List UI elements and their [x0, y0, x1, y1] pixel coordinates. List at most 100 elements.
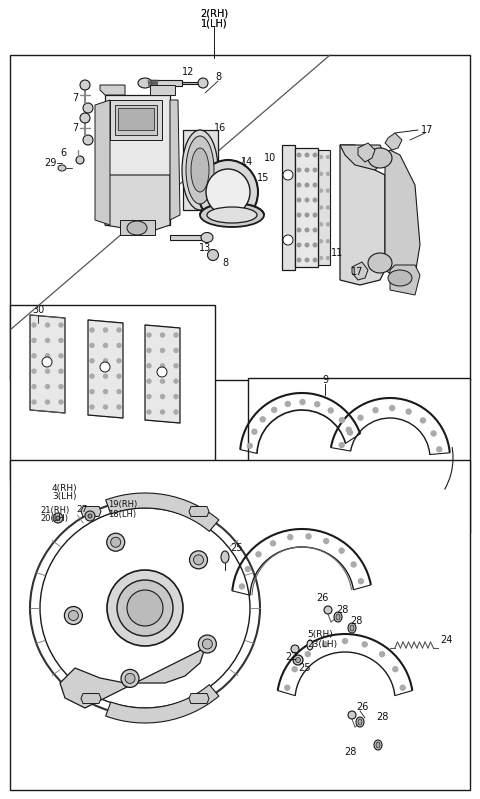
- Ellipse shape: [68, 610, 78, 621]
- Circle shape: [305, 213, 309, 217]
- Ellipse shape: [293, 655, 303, 665]
- Circle shape: [245, 566, 250, 571]
- Circle shape: [147, 395, 151, 399]
- Ellipse shape: [125, 674, 135, 683]
- Circle shape: [285, 686, 290, 690]
- Bar: [10, 55, 470, 380]
- Polygon shape: [182, 82, 200, 84]
- Ellipse shape: [201, 233, 213, 243]
- Circle shape: [324, 539, 329, 543]
- Text: 2(RH): 2(RH): [200, 9, 228, 19]
- Circle shape: [104, 344, 108, 348]
- Polygon shape: [189, 507, 209, 516]
- Circle shape: [90, 344, 94, 348]
- Circle shape: [326, 173, 329, 175]
- Circle shape: [437, 447, 442, 451]
- Circle shape: [174, 380, 178, 384]
- Circle shape: [313, 198, 317, 202]
- Ellipse shape: [206, 169, 250, 215]
- Polygon shape: [390, 265, 420, 295]
- Text: 17: 17: [421, 125, 433, 135]
- Circle shape: [174, 348, 178, 352]
- Polygon shape: [340, 145, 385, 170]
- Bar: [118, 108, 154, 130]
- Polygon shape: [145, 325, 180, 423]
- Ellipse shape: [88, 514, 92, 518]
- Ellipse shape: [348, 711, 356, 719]
- Circle shape: [32, 400, 36, 404]
- Ellipse shape: [191, 148, 209, 192]
- Circle shape: [297, 229, 301, 232]
- Ellipse shape: [111, 537, 120, 547]
- Text: 24: 24: [440, 635, 452, 645]
- Text: 21(RH): 21(RH): [40, 506, 69, 515]
- Circle shape: [400, 686, 405, 690]
- Polygon shape: [340, 145, 385, 285]
- Polygon shape: [385, 133, 402, 150]
- Circle shape: [320, 240, 323, 243]
- Circle shape: [117, 359, 121, 363]
- Circle shape: [339, 418, 345, 423]
- Circle shape: [174, 364, 178, 368]
- Circle shape: [32, 323, 36, 327]
- Circle shape: [104, 328, 108, 332]
- Text: 13: 13: [199, 243, 211, 253]
- Circle shape: [46, 354, 49, 358]
- Ellipse shape: [186, 136, 214, 204]
- Circle shape: [313, 169, 317, 172]
- Circle shape: [104, 390, 108, 394]
- Circle shape: [320, 256, 323, 260]
- Text: 10: 10: [264, 153, 276, 163]
- Ellipse shape: [138, 78, 152, 88]
- Circle shape: [174, 395, 178, 399]
- Bar: [10, 305, 215, 480]
- Polygon shape: [295, 148, 318, 267]
- Circle shape: [59, 323, 63, 327]
- Bar: [110, 100, 162, 140]
- Ellipse shape: [348, 623, 356, 633]
- Circle shape: [147, 333, 151, 337]
- Circle shape: [160, 364, 165, 368]
- Polygon shape: [120, 220, 155, 235]
- Circle shape: [252, 429, 257, 434]
- Circle shape: [297, 213, 301, 217]
- Text: 29: 29: [44, 158, 56, 168]
- Circle shape: [247, 443, 252, 448]
- Ellipse shape: [283, 170, 293, 180]
- Text: 14: 14: [241, 157, 253, 167]
- Circle shape: [160, 395, 165, 399]
- Circle shape: [117, 405, 121, 409]
- Text: 7: 7: [72, 93, 78, 103]
- Circle shape: [305, 243, 309, 247]
- Circle shape: [260, 417, 265, 422]
- Circle shape: [305, 198, 309, 202]
- Circle shape: [288, 535, 293, 539]
- Text: 25: 25: [298, 663, 311, 673]
- Circle shape: [297, 183, 301, 187]
- Circle shape: [147, 348, 151, 352]
- Circle shape: [320, 189, 323, 193]
- Circle shape: [104, 374, 108, 378]
- Text: 3(LH): 3(LH): [52, 492, 76, 502]
- Circle shape: [90, 328, 94, 332]
- Ellipse shape: [324, 606, 332, 614]
- Circle shape: [297, 153, 301, 157]
- Circle shape: [90, 374, 94, 378]
- Wedge shape: [106, 685, 219, 723]
- Circle shape: [272, 407, 276, 412]
- Circle shape: [160, 333, 165, 337]
- Text: 28: 28: [350, 616, 362, 626]
- Circle shape: [59, 384, 63, 388]
- Text: 18(LH): 18(LH): [108, 510, 136, 519]
- Polygon shape: [81, 694, 101, 704]
- Circle shape: [59, 339, 63, 343]
- Polygon shape: [170, 235, 205, 240]
- Circle shape: [348, 430, 352, 435]
- Circle shape: [305, 183, 309, 187]
- Circle shape: [160, 410, 165, 414]
- Text: 4(RH): 4(RH): [52, 483, 78, 492]
- Circle shape: [339, 443, 344, 447]
- Circle shape: [328, 408, 333, 413]
- Text: 8: 8: [222, 258, 228, 268]
- Circle shape: [346, 427, 351, 432]
